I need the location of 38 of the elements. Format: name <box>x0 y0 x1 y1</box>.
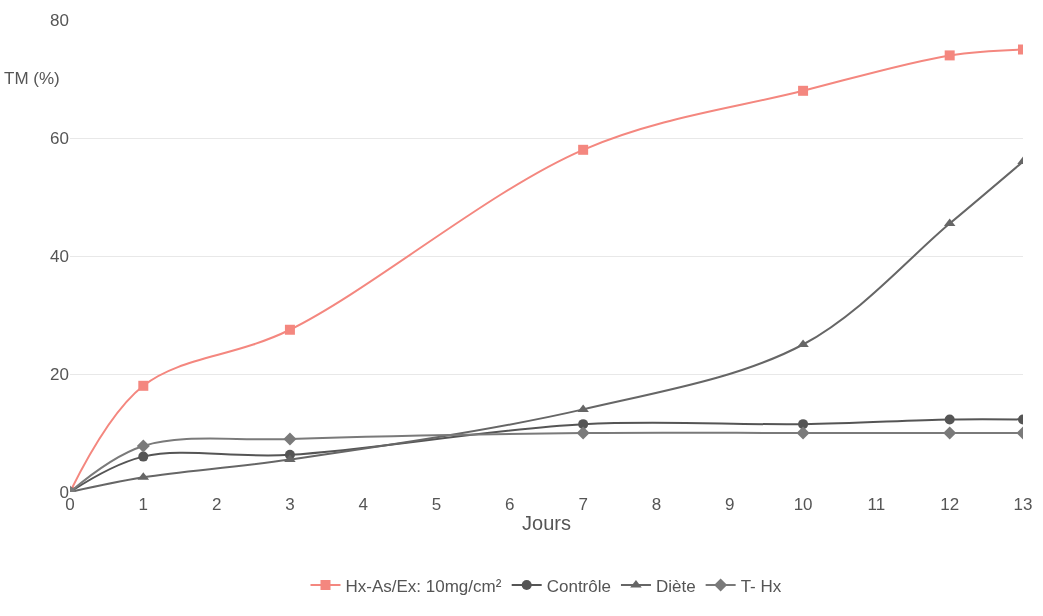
point <box>944 414 955 425</box>
x-tick-label: 11 <box>867 495 886 514</box>
x-tick-label: 12 <box>940 495 960 514</box>
point <box>283 432 297 446</box>
y-tick-label: 40 <box>50 246 69 266</box>
point <box>136 439 150 453</box>
point <box>138 451 149 462</box>
point <box>284 454 296 463</box>
point <box>943 426 957 440</box>
y-tick-label: 20 <box>50 364 69 384</box>
legend-label: Contrôle <box>546 576 611 596</box>
point <box>284 324 295 335</box>
x-tick-label: 5 <box>431 495 442 514</box>
x-tick-label: 10 <box>793 495 813 514</box>
y-tick-label: 60 <box>50 128 69 148</box>
point <box>944 50 955 61</box>
x-tick-label: 6 <box>505 495 515 514</box>
point <box>138 380 149 391</box>
legend-label: Hx-As/Ex: 10mg/cm² <box>345 576 502 596</box>
x-tick-label: 7 <box>578 495 588 514</box>
point <box>576 426 590 440</box>
y-tick-label: 80 <box>50 10 69 30</box>
x-tick-label: 1 <box>138 495 149 514</box>
x-tick-label: 3 <box>285 495 295 514</box>
point <box>798 85 809 96</box>
point <box>798 419 809 430</box>
y-axis-title: TM (%) <box>4 69 60 88</box>
x-tick-label: 2 <box>211 495 222 514</box>
x-tick-label: 13 <box>1013 495 1033 514</box>
x-axis-title: Jours <box>522 511 571 534</box>
x-tick-label: 9 <box>725 495 735 514</box>
x-tick-label: 8 <box>651 495 662 514</box>
point <box>796 426 810 440</box>
legend-label: Diète <box>655 576 696 596</box>
legend-label: T- Hx <box>740 576 782 596</box>
x-tick-label: 4 <box>358 495 368 514</box>
point <box>578 144 589 155</box>
point <box>578 419 589 430</box>
